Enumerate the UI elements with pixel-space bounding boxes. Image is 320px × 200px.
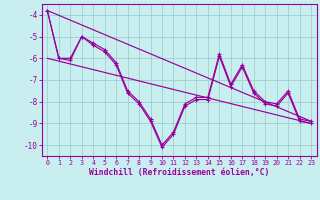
X-axis label: Windchill (Refroidissement éolien,°C): Windchill (Refroidissement éolien,°C) [89,168,269,177]
